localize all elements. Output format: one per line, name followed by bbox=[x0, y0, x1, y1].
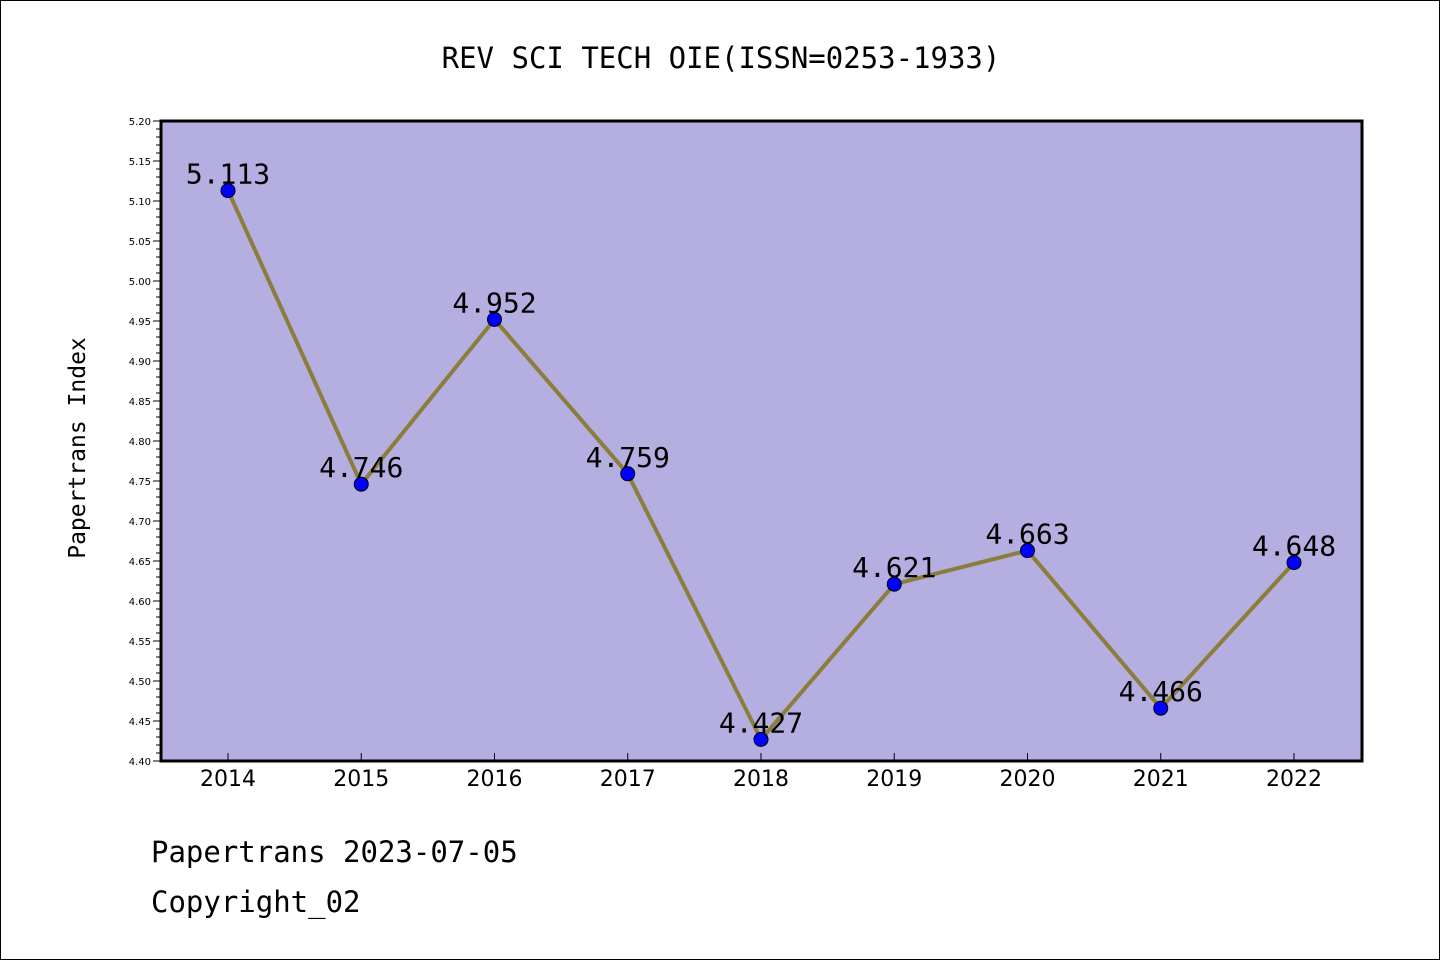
data-point bbox=[220, 183, 236, 199]
y-tick-label: 5.20 bbox=[129, 117, 151, 128]
data-label: 4.648 bbox=[1252, 530, 1336, 563]
y-tick-label: 5.00 bbox=[129, 277, 151, 288]
x-tick-label: 2018 bbox=[733, 767, 789, 792]
data-label: 4.427 bbox=[719, 706, 803, 739]
chart-title: REV SCI TECH OIE(ISSN=0253-1933) bbox=[442, 41, 1001, 75]
data-point bbox=[620, 466, 636, 482]
plot-border bbox=[159, 119, 1364, 763]
data-point bbox=[1020, 543, 1035, 559]
x-tick-label: 2020 bbox=[1000, 767, 1056, 792]
data-point bbox=[753, 731, 769, 747]
y-axis-label: Papertrans Index bbox=[65, 337, 91, 559]
y-tick-label: 4.80 bbox=[129, 437, 151, 448]
y-tick-label: 4.90 bbox=[129, 357, 151, 368]
y-tick-label: 4.40 bbox=[129, 757, 151, 768]
data-label: 4.663 bbox=[985, 518, 1069, 551]
y-tick-label: 5.10 bbox=[129, 197, 151, 208]
data-point bbox=[487, 311, 502, 327]
data-label: 4.759 bbox=[586, 441, 670, 474]
y-tick-label: 4.60 bbox=[129, 597, 151, 608]
x-tick-label: 2019 bbox=[866, 767, 922, 792]
data-point bbox=[886, 576, 902, 592]
y-tick-label: 4.55 bbox=[129, 637, 151, 648]
x-axis-ticks: 2014 2015 2016 2017 2018 2019 2020 2021 2022 bbox=[200, 753, 1322, 792]
y-tick-label: 4.65 bbox=[129, 557, 151, 568]
x-tick-label: 2021 bbox=[1133, 767, 1189, 792]
y-tick-label: 5.15 bbox=[129, 157, 151, 168]
plot-area bbox=[161, 121, 1362, 761]
data-label: 5.113 bbox=[186, 158, 270, 191]
footer-copyright: Copyright_02 bbox=[151, 885, 361, 919]
series-layer: 5.113 4.746 4.952 4.759 4.427 4.621 4.663 4.466… bbox=[186, 158, 1336, 747]
x-tick-label: 2014 bbox=[200, 767, 256, 792]
data-label: 4.952 bbox=[452, 286, 536, 319]
data-label: 4.621 bbox=[852, 551, 936, 584]
data-point bbox=[1286, 555, 1302, 571]
footer-date: Papertrans 2023-07-05 bbox=[151, 835, 518, 869]
x-tick-label: 2015 bbox=[333, 767, 389, 792]
x-tick-label: 2016 bbox=[467, 767, 523, 792]
y-tick-label: 4.75 bbox=[129, 477, 151, 488]
y-tick-label: 5.05 bbox=[129, 237, 151, 248]
x-tick-label: 2022 bbox=[1266, 767, 1322, 792]
y-tick-label: 4.85 bbox=[129, 397, 151, 408]
y-tick-label: 4.70 bbox=[129, 517, 151, 528]
data-label: 4.466 bbox=[1119, 675, 1203, 708]
x-tick-label: 2017 bbox=[600, 767, 656, 792]
data-point bbox=[353, 476, 369, 492]
y-tick-label: 4.50 bbox=[129, 677, 151, 688]
y-tick-label: 4.95 bbox=[129, 317, 151, 328]
data-label: 4.746 bbox=[319, 451, 403, 484]
data-point bbox=[1153, 700, 1169, 716]
y-tick-label: 4.45 bbox=[129, 717, 151, 728]
y-axis-ticks: 4.40 4.45 4.50 4.55 4.60 4.65 4.70 4.75 4.80 4.85… bbox=[129, 117, 161, 768]
